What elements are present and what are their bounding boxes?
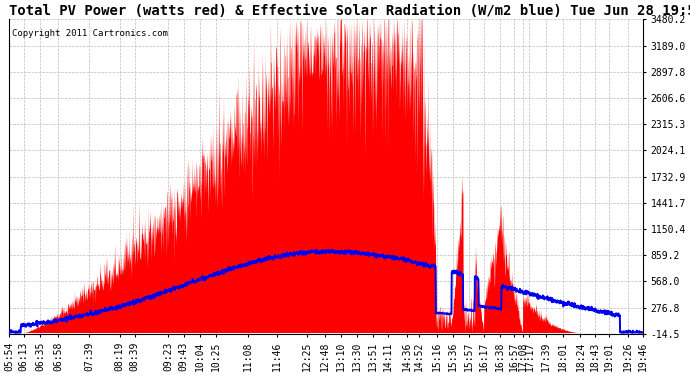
Text: Copyright 2011 Cartronics.com: Copyright 2011 Cartronics.com <box>12 29 168 38</box>
Text: Total PV Power (watts red) & Effective Solar Radiation (W/m2 blue) Tue Jun 28 19: Total PV Power (watts red) & Effective S… <box>9 4 690 18</box>
